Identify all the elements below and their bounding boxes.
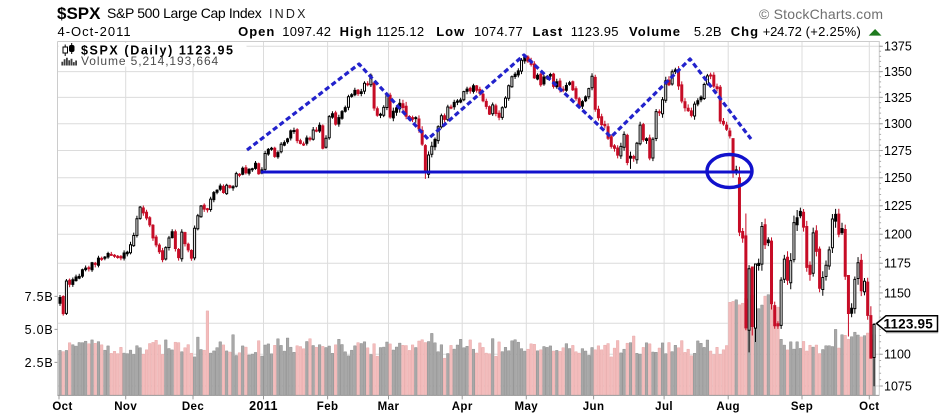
svg-text:© StockCharts.com: © StockCharts.com: [759, 6, 883, 22]
svg-text:Apr: Apr: [452, 401, 473, 413]
svg-text:Aug: Aug: [716, 401, 740, 413]
svg-text:1300: 1300: [884, 117, 912, 131]
svg-text:1074.77: 1074.77: [474, 24, 523, 39]
svg-text:Sep: Sep: [791, 401, 813, 413]
svg-text:1325: 1325: [884, 91, 912, 105]
svg-text:7.5B: 7.5B: [25, 290, 54, 304]
svg-text:1123.95: 1123.95: [571, 24, 619, 39]
svg-text:2.5B: 2.5B: [25, 356, 54, 370]
svg-text:2011: 2011: [249, 399, 278, 413]
svg-text:1125.12: 1125.12: [376, 24, 424, 39]
svg-text:Chg: Chg: [731, 24, 759, 39]
svg-text:1350: 1350: [884, 65, 912, 79]
svg-text:1150: 1150: [884, 286, 911, 300]
svg-text:S&P 500 Large Cap Index: S&P 500 Large Cap Index: [107, 5, 262, 21]
svg-text:Oct: Oct: [859, 401, 879, 413]
svg-text:1123.95: 1123.95: [884, 316, 934, 331]
svg-text:4-Oct-2011: 4-Oct-2011: [58, 24, 132, 39]
svg-text:1175: 1175: [884, 257, 911, 271]
svg-text:Open: Open: [238, 24, 275, 39]
svg-text:Oct: Oct: [52, 401, 72, 413]
svg-text:Last: Last: [533, 24, 564, 39]
svg-text:Dec: Dec: [182, 401, 205, 413]
svg-text:1250: 1250: [884, 171, 912, 185]
svg-text:INDX: INDX: [269, 7, 308, 21]
svg-text:+24.72: +24.72: [763, 24, 802, 39]
svg-text:1375: 1375: [884, 40, 912, 54]
svg-text:1200: 1200: [884, 228, 912, 242]
svg-text:Volume 5,214,193,664: Volume 5,214,193,664: [81, 54, 219, 68]
svg-text:Mar: Mar: [378, 401, 400, 413]
svg-text:5.0B: 5.0B: [25, 323, 54, 337]
svg-text:1225: 1225: [884, 199, 912, 213]
svg-text:Low: Low: [436, 24, 465, 39]
svg-text:May: May: [515, 401, 539, 413]
svg-text:1275: 1275: [884, 144, 912, 158]
svg-text:High: High: [340, 24, 373, 39]
svg-text:1100: 1100: [884, 348, 911, 362]
svg-text:Volume: Volume: [629, 24, 681, 39]
svg-text:1075: 1075: [884, 379, 912, 393]
svg-text:(+2.25%): (+2.25%): [806, 24, 862, 39]
svg-text:Nov: Nov: [114, 401, 137, 413]
svg-text:$SPX: $SPX: [57, 4, 101, 23]
svg-text:1097.42: 1097.42: [282, 24, 331, 39]
svg-text:Jun: Jun: [583, 401, 605, 413]
svg-text:5.2B: 5.2B: [694, 24, 722, 39]
svg-text:Jul: Jul: [655, 401, 673, 413]
svg-text:$SPX (Daily) 1123.95: $SPX (Daily) 1123.95: [81, 44, 235, 58]
svg-text:Feb: Feb: [317, 401, 339, 413]
